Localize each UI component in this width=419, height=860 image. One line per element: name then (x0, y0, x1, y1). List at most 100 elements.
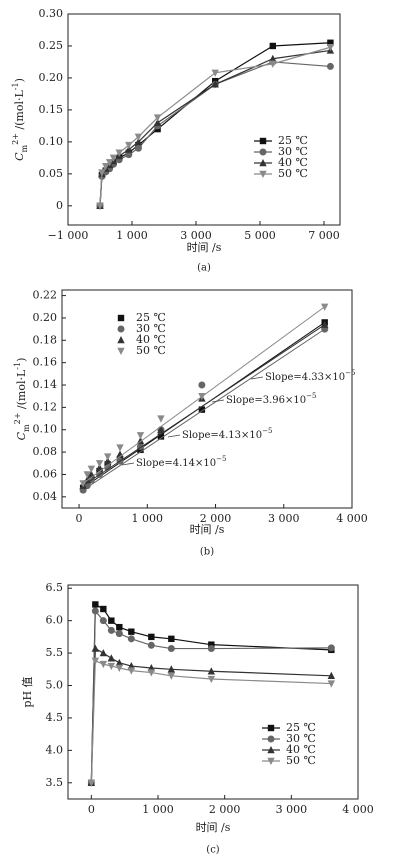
annotation-exponent: −5 (216, 455, 226, 463)
data-point (269, 54, 277, 62)
data-point (321, 303, 329, 311)
data-point (87, 779, 96, 787)
legend-label: 25 ℃ (136, 311, 166, 324)
annotation-text: Slope=4.33×10 (265, 372, 345, 383)
x-axis-label: 时间 /s (196, 821, 231, 834)
y-tick-label: 5.5 (46, 646, 64, 659)
legend-label: 50 ℃ (286, 754, 316, 767)
data-point (105, 159, 114, 167)
data-point (327, 671, 336, 679)
data-point (321, 320, 329, 328)
x-tick-label: 7 000 (308, 229, 340, 242)
y-tick-label: 0.04 (33, 490, 58, 503)
x-tick-label: 2 000 (209, 803, 241, 816)
data-point (115, 630, 123, 638)
legend-label: 30 ℃ (278, 145, 308, 158)
y-tick-label: 0.06 (33, 467, 58, 480)
legend-marker (117, 347, 125, 355)
data-point (207, 675, 216, 684)
caption: (c) (206, 845, 220, 856)
y-tick-label: 0.14 (33, 378, 58, 391)
annotation: Slope=3.96×10−5 (226, 392, 316, 406)
legend-marker (259, 170, 267, 178)
data-point (198, 393, 206, 401)
data-point (83, 471, 91, 479)
data-point (134, 144, 142, 152)
y-tick-label: 0.20 (39, 71, 64, 84)
y-tick-label: 0.10 (33, 423, 58, 436)
x-tick-label: 4 000 (336, 512, 368, 525)
data-point (116, 444, 124, 452)
y-tick-label: 0.10 (39, 135, 64, 148)
y-tick-label: 4.5 (46, 711, 64, 724)
legend-label: 30 ℃ (286, 732, 316, 745)
legend-marker (117, 314, 125, 322)
legend-marker (267, 724, 275, 732)
data-point (153, 114, 162, 122)
y-tick-label: 0.20 (33, 311, 58, 324)
x-axis-label: 时间 /s (190, 523, 225, 536)
plot-frame (67, 13, 341, 226)
data-point (79, 480, 87, 488)
legend-marker (259, 148, 267, 156)
legend-marker (267, 735, 275, 743)
series-line (90, 647, 332, 783)
legend-marker (267, 757, 275, 765)
y-tick-label: 6.0 (46, 614, 64, 627)
x-tick-label: 1 000 (132, 512, 164, 525)
data-point (91, 644, 100, 652)
legend-marker (267, 746, 275, 754)
y-axis-label-part: -1 (13, 362, 22, 370)
data-point (109, 154, 118, 162)
legend-label: 25 ℃ (286, 721, 316, 734)
data-point (127, 667, 136, 675)
annotation-exponent: −5 (345, 369, 355, 377)
data-point (167, 665, 176, 673)
data-point (95, 460, 104, 468)
data-point (98, 169, 106, 177)
data-point (116, 450, 124, 458)
y-axis-label-part: C (13, 152, 26, 161)
data-point (153, 118, 162, 126)
annotation: Slope=4.14×10−5 (136, 455, 226, 469)
y-tick-label: 0.16 (33, 356, 58, 369)
y-tick-label: 0.12 (33, 400, 58, 413)
x-tick-label: 1 000 (116, 229, 148, 242)
legend-label: 40 ℃ (278, 156, 308, 169)
data-point (115, 149, 123, 157)
data-point (147, 641, 155, 649)
data-point (269, 42, 276, 50)
y-axis-label-part: 2+ (13, 413, 22, 425)
annotation-pointer (211, 399, 225, 403)
y-tick-label: 3.5 (46, 776, 64, 789)
series-line (90, 603, 332, 783)
data-point (125, 151, 133, 159)
y-tick-label: 0 (56, 199, 63, 212)
y-tick-label: 6.5 (46, 581, 64, 594)
data-point (107, 626, 115, 634)
caption: (b) (200, 547, 214, 558)
y-axis-label-part: /(mol·L (15, 369, 28, 413)
data-point (107, 654, 116, 662)
y-axis-label: pH 值 (21, 676, 34, 707)
data-point (99, 649, 108, 657)
data-point (207, 645, 215, 653)
data-point (157, 415, 165, 423)
legend-marker (259, 159, 267, 167)
plot-frame (67, 584, 359, 800)
trend-line (82, 324, 325, 487)
series-line (90, 609, 332, 783)
legend-label: 30 ℃ (136, 322, 166, 335)
data-point (125, 145, 133, 153)
data-point (100, 605, 107, 613)
data-point (167, 672, 176, 680)
data-point (167, 645, 175, 653)
data-point (157, 433, 165, 440)
data-point (211, 80, 219, 88)
y-axis-label-part: m (22, 424, 31, 432)
annotation-pointer (121, 462, 135, 466)
data-point (207, 667, 216, 675)
annotation-pointer (167, 434, 181, 438)
data-point (136, 432, 145, 440)
y-tick-label: 0.08 (33, 445, 58, 458)
